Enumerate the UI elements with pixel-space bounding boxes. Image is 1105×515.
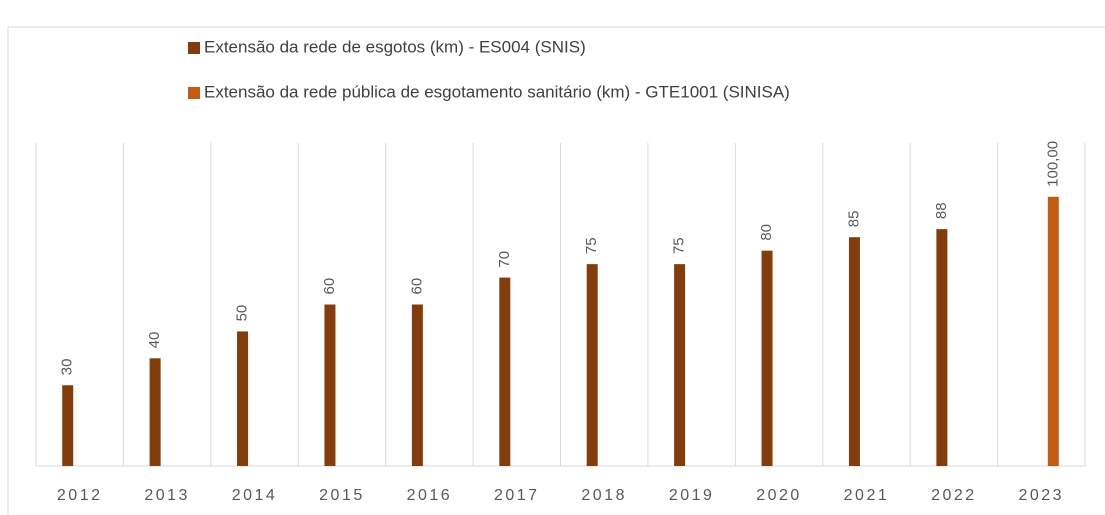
bar: [1047, 196, 1059, 467]
bar: [499, 277, 511, 466]
x-tick-label: 2015: [319, 487, 365, 504]
x-tick-label: 2016: [407, 487, 453, 504]
bar: [237, 331, 249, 466]
value-label: 80: [758, 224, 775, 241]
value-label: 75: [671, 237, 688, 254]
x-tick-label: 2018: [581, 487, 627, 504]
legend-swatch: [188, 87, 200, 99]
bar: [848, 237, 860, 466]
value-label: 30: [59, 359, 76, 376]
bar: [62, 385, 74, 466]
bar: [674, 264, 686, 466]
x-tick-label: 2019: [669, 487, 715, 504]
value-label: 70: [496, 251, 513, 268]
value-label: 60: [321, 278, 338, 295]
x-tick-label: 2023: [1018, 487, 1064, 504]
x-tick-label: 2014: [232, 487, 278, 504]
x-tick-label: 2021: [844, 487, 890, 504]
bar: [149, 358, 161, 466]
bar: [936, 229, 948, 466]
legend-swatch: [188, 42, 200, 54]
value-label: 100,00: [1044, 141, 1061, 187]
bar: [411, 304, 423, 466]
x-tick-label: 2022: [931, 487, 977, 504]
value-label: 60: [408, 278, 425, 295]
legend-label: Extensão da rede pública de esgotamento …: [204, 82, 790, 101]
chart-frame: [7, 26, 1105, 515]
value-label: 40: [146, 332, 163, 349]
x-tick-label: 2017: [494, 487, 540, 504]
value-label: 75: [583, 237, 600, 254]
bar: [324, 304, 336, 466]
legend-label: Extensão da rede de esgotos (km) - ES004…: [204, 37, 586, 56]
value-label: 88: [933, 202, 950, 219]
value-label: 85: [845, 211, 862, 228]
x-tick-label: 2012: [57, 487, 103, 504]
value-label: 50: [234, 305, 251, 322]
x-tick-label: 2020: [756, 487, 802, 504]
bar: [761, 250, 773, 466]
x-tick-label: 2013: [144, 487, 190, 504]
bar: [586, 264, 598, 466]
